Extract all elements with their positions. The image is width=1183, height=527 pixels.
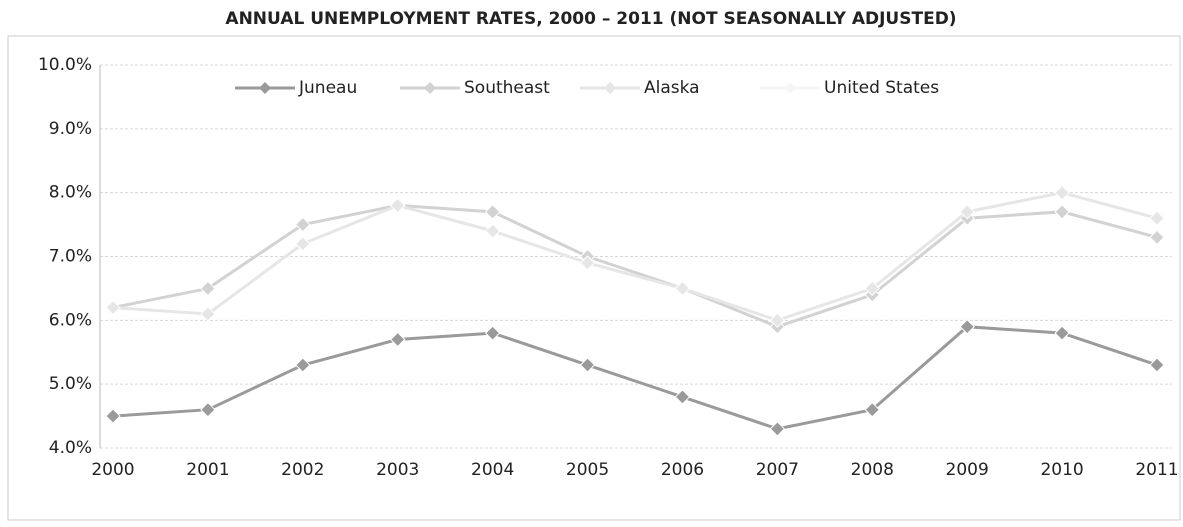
series-line bbox=[112, 191, 1158, 322]
point-marker bbox=[579, 357, 596, 373]
legend-marker bbox=[259, 82, 271, 94]
point-marker bbox=[1149, 357, 1165, 373]
y-tick-label: 10.0% bbox=[38, 55, 92, 75]
point-marker bbox=[1149, 229, 1165, 246]
point-marker bbox=[959, 319, 975, 335]
point-marker bbox=[484, 223, 501, 239]
point-marker bbox=[484, 325, 501, 341]
point-marker bbox=[484, 204, 501, 220]
point-marker bbox=[105, 299, 121, 316]
point-marker bbox=[579, 255, 596, 271]
series-line bbox=[112, 203, 1158, 329]
y-tick-label: 9.0% bbox=[49, 119, 92, 139]
point-marker bbox=[200, 401, 216, 418]
x-tick-label: 2009 bbox=[946, 460, 989, 480]
legend-label: Southeast bbox=[464, 78, 550, 98]
x-tick-label: 2000 bbox=[91, 460, 134, 480]
point-marker bbox=[200, 280, 216, 297]
y-tick-label: 5.0% bbox=[49, 374, 92, 394]
y-tick-label: 8.0% bbox=[49, 183, 92, 203]
x-tick-label: 2003 bbox=[376, 460, 419, 480]
legend-label: Alaska bbox=[644, 78, 700, 98]
legend-marker bbox=[604, 82, 616, 94]
x-tick-label: 2011 bbox=[1135, 460, 1178, 480]
point-marker bbox=[390, 197, 406, 214]
series-line bbox=[112, 325, 1158, 431]
point-marker bbox=[105, 408, 121, 424]
point-marker bbox=[1054, 204, 1070, 220]
point-marker bbox=[295, 357, 311, 373]
x-tick-label: 2007 bbox=[756, 460, 799, 480]
x-tick-label: 2004 bbox=[471, 460, 514, 480]
x-tick-label: 2010 bbox=[1040, 460, 1083, 480]
point-marker bbox=[200, 306, 216, 322]
point-marker bbox=[1054, 325, 1070, 341]
legend-label: United States bbox=[824, 78, 939, 98]
legend-label: Juneau bbox=[298, 78, 357, 98]
x-tick-label: 2005 bbox=[566, 460, 609, 480]
point-marker bbox=[295, 216, 311, 233]
legend-marker bbox=[424, 82, 436, 94]
legend-marker bbox=[784, 82, 796, 94]
x-tick-label: 2001 bbox=[186, 460, 229, 480]
point-marker bbox=[674, 280, 691, 297]
y-tick-label: 6.0% bbox=[49, 310, 92, 330]
y-tick-label: 7.0% bbox=[49, 247, 92, 267]
point-marker bbox=[864, 280, 880, 297]
point-marker bbox=[959, 204, 975, 220]
x-tick-label: 2002 bbox=[281, 460, 324, 480]
point-marker bbox=[674, 389, 691, 405]
x-tick-label: 2008 bbox=[851, 460, 894, 480]
x-tick-label: 2006 bbox=[661, 460, 704, 480]
point-marker bbox=[1054, 184, 1070, 201]
chart-border bbox=[7, 35, 1181, 521]
point-marker bbox=[295, 236, 311, 252]
point-marker bbox=[1149, 210, 1165, 226]
point-marker bbox=[769, 421, 786, 437]
point-marker bbox=[769, 312, 786, 329]
y-tick-label: 4.0% bbox=[49, 438, 92, 458]
chart-title: ANNUAL UNEMPLOYMENT RATES, 2000 – 2011 (… bbox=[225, 9, 956, 29]
point-marker bbox=[864, 401, 880, 418]
point-marker bbox=[390, 331, 406, 348]
